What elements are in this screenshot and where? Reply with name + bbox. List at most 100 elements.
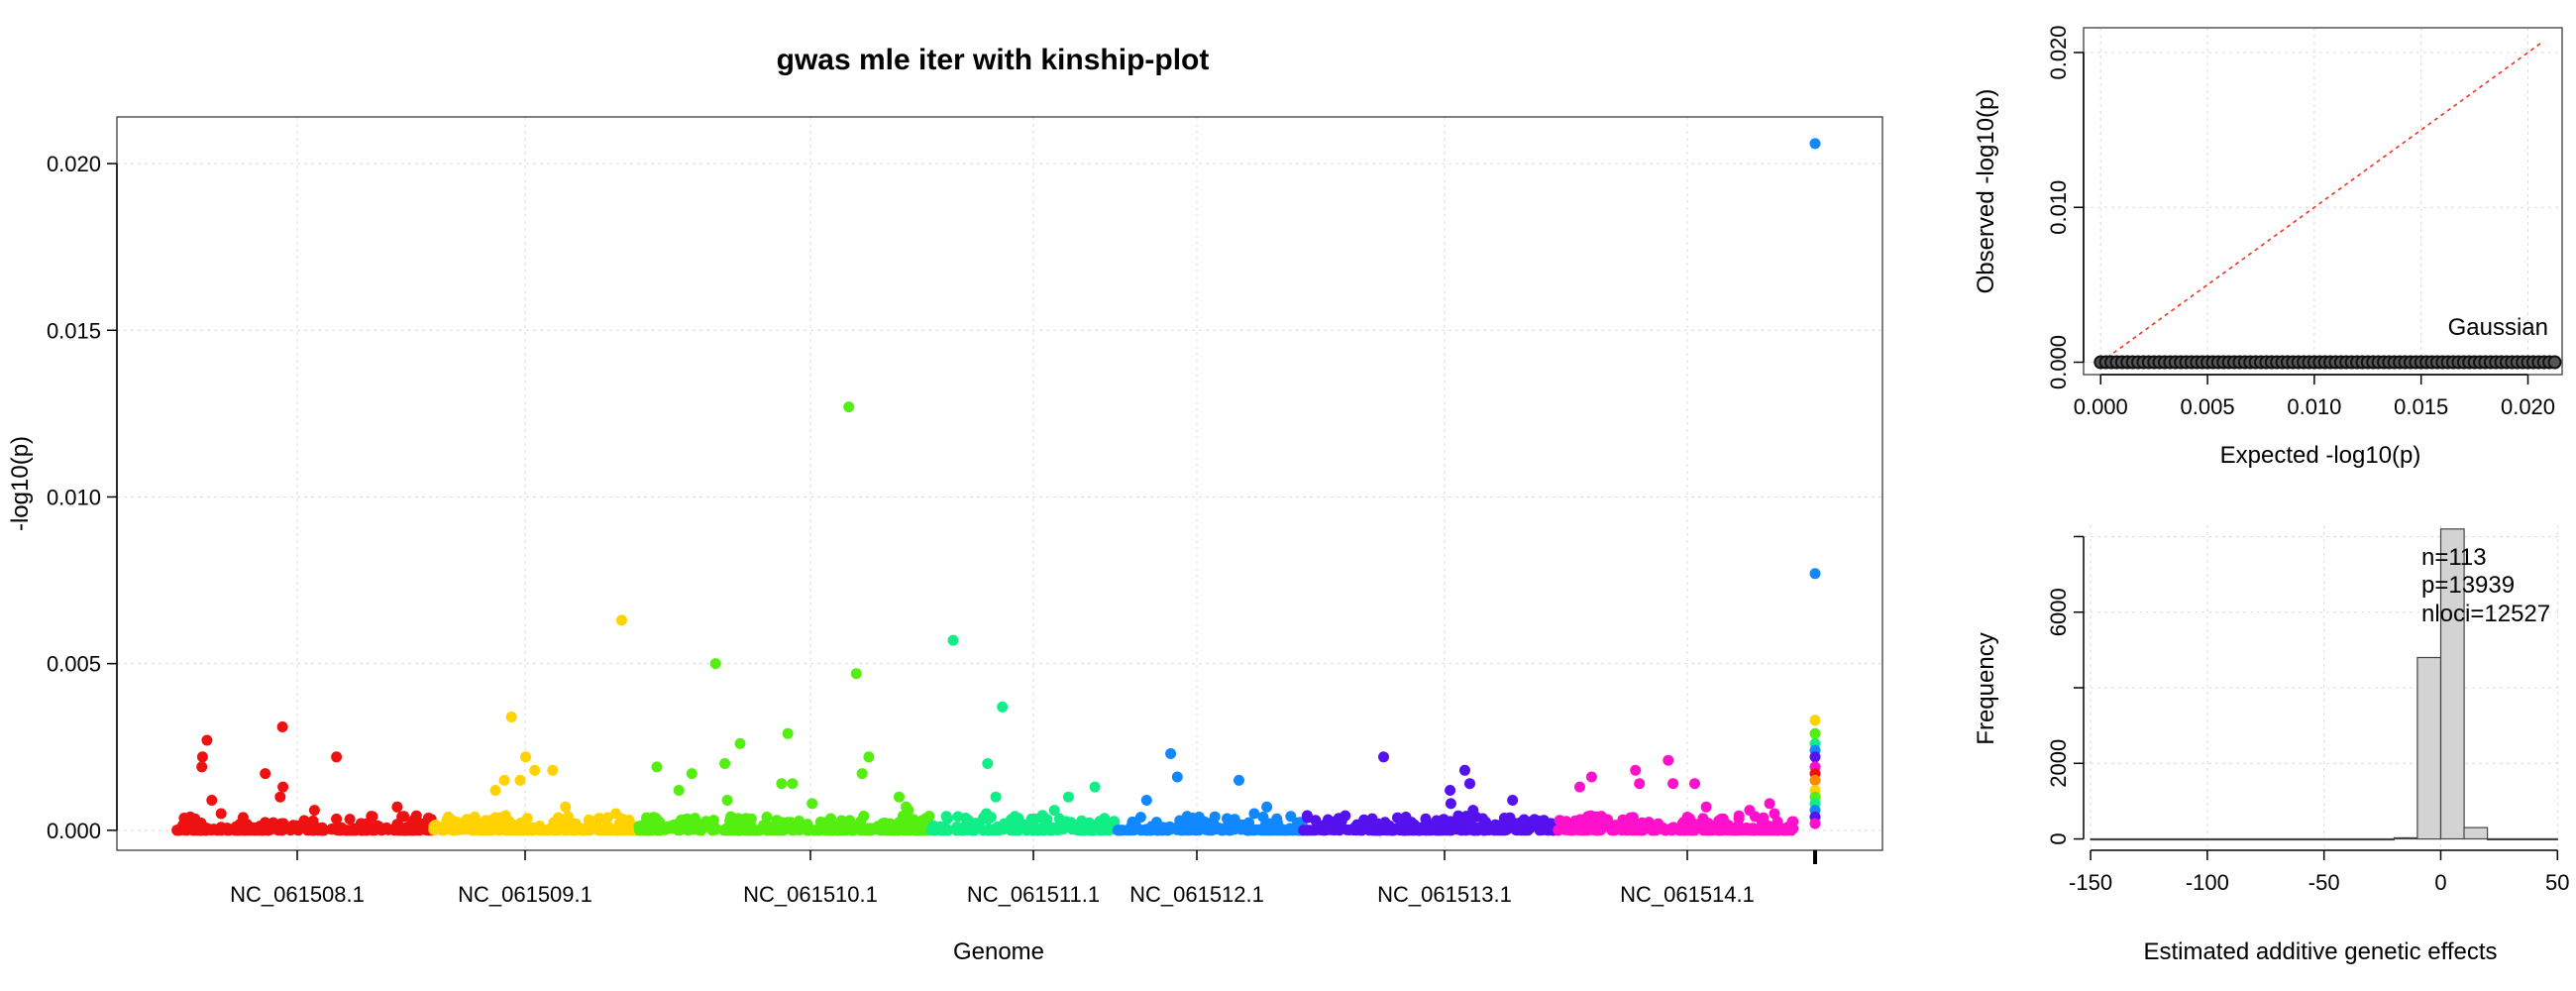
snp-point	[440, 824, 452, 835]
snp-point	[1138, 825, 1150, 835]
snp-point	[208, 824, 220, 835]
snp-point	[1624, 821, 1636, 831]
manhattan-y-axis: 0.000 0.005 0.010 0.015 0.020	[47, 152, 118, 843]
histogram-bar	[2463, 826, 2489, 840]
snp-point-highlight	[1459, 764, 1470, 776]
snp-point-highlight	[1700, 801, 1712, 813]
snp-point	[1332, 824, 1343, 835]
snp-point-tail	[1809, 774, 1821, 786]
snp-point	[468, 825, 480, 836]
snp-point	[1374, 824, 1386, 835]
snp-point	[284, 825, 296, 836]
histogram-annotation-p: p=13939	[2421, 572, 2515, 599]
snp-point	[1511, 825, 1523, 836]
snp-point-tail	[1809, 727, 1821, 739]
snp-point-highlight	[547, 764, 559, 776]
snp-point-highlight	[806, 798, 818, 810]
snp-point-highlight	[776, 778, 788, 790]
snp-point	[405, 823, 417, 834]
snp-point-highlight	[1744, 805, 1756, 817]
qq-y-label: Observed -log10(p)	[1973, 89, 1999, 294]
histogram-y-tick-label: 6000	[2046, 588, 2071, 636]
snp-point-highlight	[514, 774, 526, 786]
snp-point	[607, 825, 619, 836]
snp-point-highlight	[505, 712, 517, 722]
snp-point	[1431, 815, 1443, 826]
snp-point	[1108, 816, 1120, 827]
snp-point-highlight	[997, 701, 1009, 713]
snp-point	[743, 825, 755, 836]
snp-point	[1518, 814, 1530, 826]
snp-point	[1703, 825, 1715, 836]
histogram-x-tick-label: -150	[2069, 870, 2112, 895]
snp-point	[777, 825, 789, 836]
snp-point	[1128, 825, 1140, 835]
snp-point	[232, 825, 244, 836]
snp-point	[902, 825, 913, 836]
snp-point	[1302, 812, 1314, 824]
manhattan-x-tick-label: NC_061508.1	[230, 882, 365, 907]
snp-point	[1276, 824, 1288, 835]
snp-point	[576, 825, 588, 836]
snp-point-highlight	[1507, 795, 1519, 806]
manhattan-y-tick-label: 0.015	[47, 318, 101, 343]
histogram-y-label: Frequency	[1973, 632, 1999, 744]
snp-point-highlight	[1248, 808, 1260, 820]
snp-point	[526, 825, 538, 836]
snp-point	[955, 824, 967, 834]
snp-point	[553, 823, 565, 834]
snp-point	[986, 825, 998, 836]
snp-point	[350, 825, 362, 835]
snp-point-tail	[1809, 568, 1821, 580]
qq-annotation-gaussian: Gaussian	[2448, 314, 2548, 341]
snp-point	[732, 813, 744, 825]
histogram-x-tick-label: 50	[2545, 870, 2569, 895]
snp-point	[237, 812, 249, 824]
qq-points	[2093, 355, 2562, 370]
snp-point	[939, 822, 950, 833]
snp-point	[1388, 825, 1400, 836]
manhattan-x-tick-label: NC_061511.1	[967, 882, 1100, 907]
snp-point	[1392, 812, 1403, 824]
snp-point	[336, 822, 348, 833]
snp-point-highlight	[331, 751, 343, 763]
snp-point-highlight	[520, 751, 531, 763]
snp-point	[484, 820, 496, 831]
snp-point	[1264, 823, 1276, 834]
snp-point	[758, 820, 770, 831]
snp-point-highlight	[498, 774, 510, 786]
snp-point	[521, 813, 533, 825]
snp-point-highlight	[610, 808, 622, 820]
snp-point	[1150, 817, 1162, 828]
snp-point	[1756, 825, 1768, 836]
snp-point-highlight	[196, 751, 208, 763]
manhattan-plot: gwas mle iter with kinship-plot 0.0000.0…	[7, 44, 1883, 965]
snp-point-highlight	[719, 758, 731, 769]
qq-x-tick-label: 0.020	[2501, 394, 2555, 419]
histogram-x-tick-label: -50	[2308, 870, 2340, 895]
snp-point	[1201, 824, 1213, 835]
snp-point-highlight	[201, 734, 213, 746]
snp-point	[1478, 823, 1490, 834]
snp-point	[1009, 811, 1020, 823]
snp-point-highlight	[982, 758, 994, 769]
manhattan-title: gwas mle iter with kinship-plot	[777, 44, 1210, 76]
manhattan-y-tick-label: 0.000	[47, 819, 101, 843]
histogram-bar	[2487, 837, 2558, 841]
snp-point-highlight	[1764, 798, 1775, 810]
snp-point	[639, 825, 651, 836]
snp-point-highlight	[1445, 785, 1456, 796]
snp-point-highlight	[274, 791, 286, 803]
snp-point-highlight	[947, 634, 959, 646]
snp-point	[698, 818, 710, 829]
snp-point	[1184, 825, 1196, 836]
snp-point	[850, 822, 862, 833]
qq-reference-line	[2099, 42, 2541, 364]
snp-point	[499, 810, 511, 822]
snp-point	[1343, 825, 1355, 835]
snp-point	[1096, 825, 1108, 836]
snp-point-tail	[1809, 818, 1821, 829]
snp-point	[1224, 825, 1235, 836]
snp-point-highlight	[1089, 781, 1101, 793]
qq-y-tick-label: 0.020	[2046, 25, 2071, 79]
